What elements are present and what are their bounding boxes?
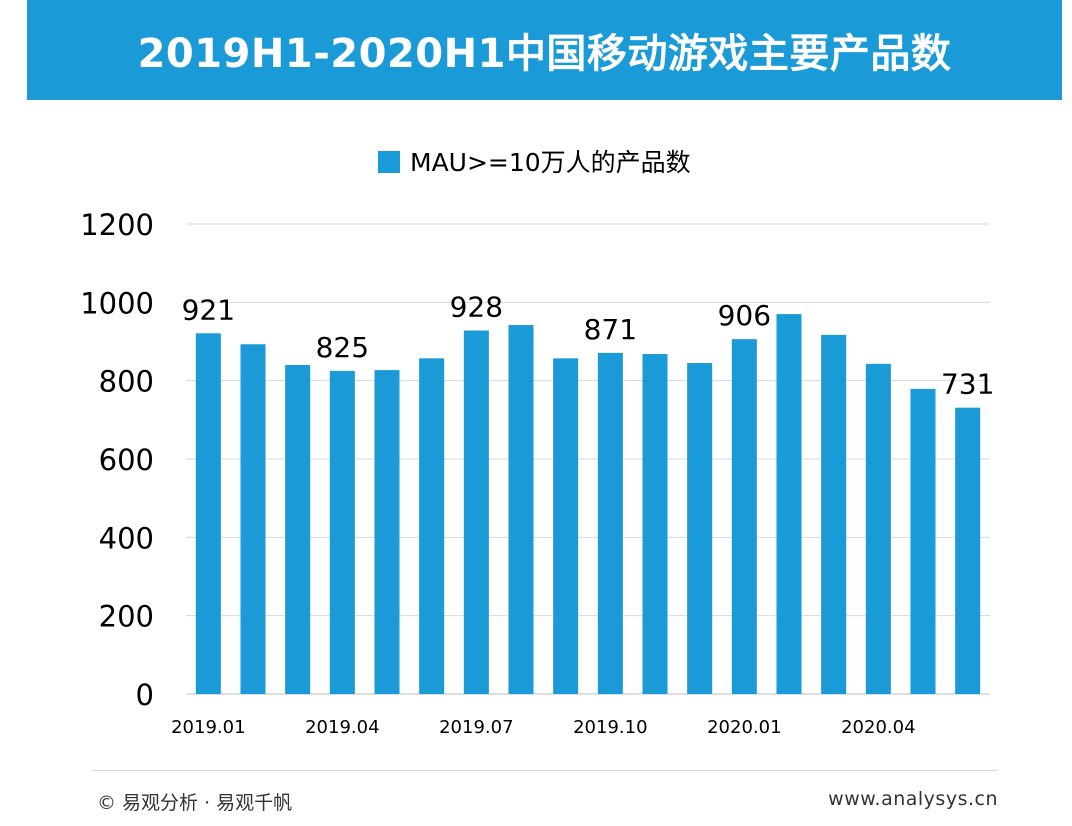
data-label: 928: [450, 291, 503, 324]
footer-divider: [92, 770, 998, 771]
footer-source: © 易观分析 · 易观千帆: [97, 792, 293, 814]
bar-2020.04: [865, 363, 891, 694]
bar-2020.01: [731, 339, 757, 694]
y-tick-label: 400: [99, 521, 154, 555]
bar-2020.02: [776, 314, 802, 694]
x-tick-label: 2020.01: [707, 717, 781, 738]
y-tick-label: 800: [99, 365, 154, 399]
legend-swatch: [378, 151, 400, 173]
bar-2019.02: [240, 344, 266, 694]
bar-2019.08: [508, 325, 534, 694]
bar-2019.01: [195, 333, 221, 694]
y-tick-label: 0: [136, 678, 154, 712]
y-tick-label: 200: [99, 600, 154, 634]
y-tick-label: 600: [99, 443, 154, 477]
bar-2019.11: [642, 354, 668, 694]
x-tick-label: 2019.10: [573, 717, 647, 738]
y-tick-label: 1000: [80, 286, 154, 320]
bar-2019.09: [553, 358, 579, 694]
footer-website: www.analysys.cn: [828, 788, 998, 810]
bar-chart: MAU>=10万人的产品数 0 200 400 600 800 1000 1200 921 8…: [80, 148, 995, 738]
x-tick-label: 2020.04: [841, 717, 915, 738]
data-label: 921: [182, 293, 235, 326]
bar-2019.04: [329, 370, 355, 694]
bar-2019.06: [419, 358, 445, 694]
bars: [195, 314, 981, 694]
gridlines: [186, 223, 990, 695]
y-tick-label: 1200: [80, 208, 154, 242]
x-axis-ticks: 2019.01 2019.04 2019.07 2019.10 2020.01 2020.…: [171, 717, 915, 738]
y-axis-ticks: 0 200 400 600 800 1000 1200: [80, 208, 154, 712]
data-label: 871: [584, 313, 637, 346]
x-tick-label: 2019.01: [171, 717, 245, 738]
data-labels: 921 825 928 871 906 731: [182, 291, 995, 401]
bar-2020.03: [821, 334, 847, 694]
bar-2019.05: [374, 370, 400, 694]
x-tick-label: 2019.04: [305, 717, 379, 738]
legend-label: MAU>=10万人的产品数: [410, 148, 691, 177]
bar-2020.05: [910, 388, 936, 694]
data-label: 731: [941, 368, 994, 401]
bar-2019.10: [597, 352, 623, 694]
x-tick-label: 2019.07: [439, 717, 513, 738]
chart-title: 2019H1-2020H1中国移动游戏主要产品数: [137, 31, 952, 77]
bar-2020.06: [955, 407, 981, 694]
bar-2019.03: [285, 365, 311, 694]
title-bar: 2019H1-2020H1中国移动游戏主要产品数: [27, 0, 1062, 100]
legend: MAU>=10万人的产品数: [378, 148, 691, 177]
bar-2019.07: [463, 330, 489, 694]
data-label: 906: [718, 299, 771, 332]
data-label: 825: [316, 331, 369, 364]
bar-2019.12: [687, 363, 713, 694]
